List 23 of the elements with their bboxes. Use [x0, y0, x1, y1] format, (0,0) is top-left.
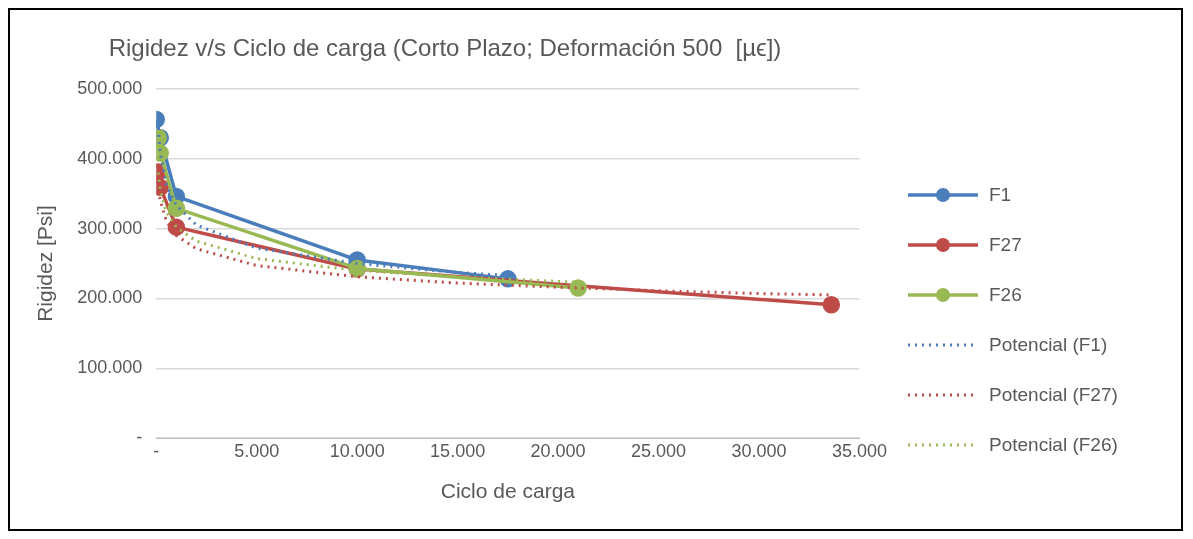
x-tick-label: - — [153, 440, 160, 461]
y-tick-label: - — [136, 427, 143, 448]
x-tick-label: 25.000 — [631, 440, 687, 461]
legend-label: F27 — [989, 234, 1022, 256]
y-tick-label: 300.000 — [77, 217, 143, 238]
legend-label: Potencial (F27) — [989, 384, 1118, 406]
x-tick-label: 15.000 — [430, 440, 486, 461]
y-axis-title: Rigidez [Psi] — [33, 205, 57, 322]
y-tick-label: 400.000 — [77, 147, 143, 168]
legend-label: Potencial (F1) — [989, 334, 1108, 356]
x-tick-label: 30.000 — [731, 440, 787, 461]
chart-title: Rigidez v/s Ciclo de carga (Corto Plazo; Deformación 500 [µϵ]) — [108, 34, 782, 62]
legend-label: Potencial (F26) — [989, 434, 1118, 456]
x-tick-label: 35.000 — [831, 440, 887, 461]
x-tick-label: 20.000 — [530, 440, 586, 461]
legend-label: F1 — [989, 184, 1012, 206]
x-tick-label: 10.000 — [329, 440, 385, 461]
y-tick-label: 100.000 — [77, 357, 143, 378]
x-axis-title: Ciclo de carga — [440, 479, 576, 503]
legend-label: F26 — [989, 284, 1022, 306]
y-tick-label: 500.000 — [77, 77, 143, 98]
y-tick-label: 200.000 — [77, 287, 143, 308]
x-tick-label: 5.000 — [234, 440, 280, 461]
